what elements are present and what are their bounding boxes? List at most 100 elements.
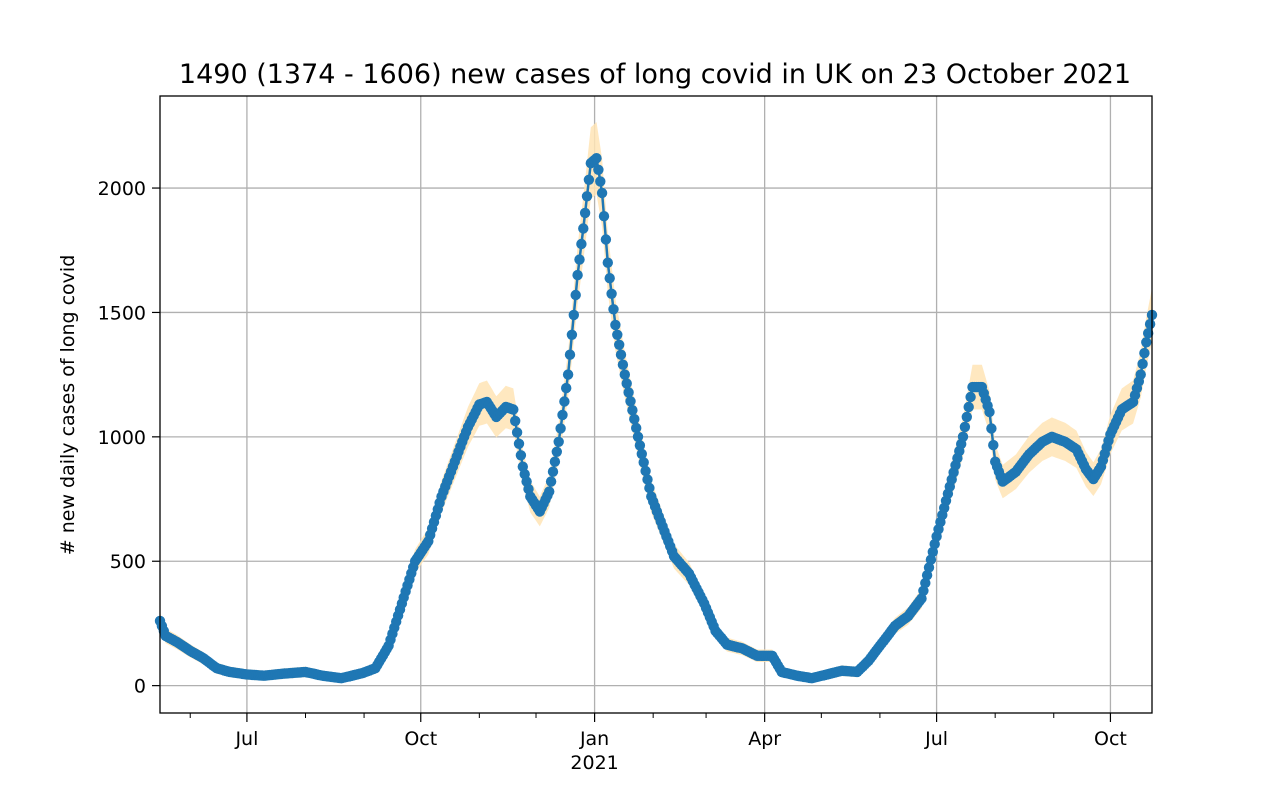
data-point: [510, 415, 521, 427]
data-point: [636, 448, 647, 460]
data-point: [925, 554, 937, 565]
data-point: [1141, 337, 1152, 348]
data-point: [621, 378, 632, 389]
data-point: [559, 396, 570, 407]
data-point: [549, 456, 561, 467]
data-point: [965, 391, 976, 403]
y-tick-label: 0: [134, 676, 146, 698]
data-point: [614, 339, 625, 350]
data-point: [963, 401, 974, 413]
data-point: [511, 427, 523, 438]
y-tick-label: 500: [110, 551, 146, 573]
data-point: [566, 329, 578, 340]
data-point: [513, 438, 525, 449]
y-axis-label: # new daily cases of long covid: [57, 255, 79, 555]
data-point: [602, 257, 613, 268]
data-point: [612, 329, 623, 340]
data-point: [579, 207, 591, 219]
data-point: [632, 431, 644, 442]
series-line: [158, 155, 1154, 680]
confidence-band-layer: [160, 122, 1152, 684]
data-point: [615, 349, 627, 360]
data-point: [988, 439, 999, 451]
data-point: [593, 164, 604, 175]
data-point: [508, 404, 519, 415]
data-point: [984, 406, 995, 418]
data-point: [634, 440, 646, 451]
data-point: [578, 223, 589, 234]
data-point: [547, 466, 559, 477]
data-point: [1143, 328, 1154, 339]
data-point: [600, 234, 612, 245]
confidence-band: [160, 122, 1152, 684]
data-point: [1137, 358, 1148, 370]
data-point: [961, 411, 972, 423]
data-point: [625, 396, 636, 407]
data-point: [631, 422, 642, 434]
x-tick-label: Jul: [234, 728, 258, 750]
y-tick-label: 2000: [98, 178, 146, 200]
data-point: [606, 288, 617, 299]
y-axis-ticks: 0 500 1000 1500 2000: [98, 178, 160, 698]
data-point: [986, 423, 997, 434]
x-tick-label: Jan: [579, 728, 609, 750]
data-point: [598, 211, 610, 222]
data-point: [544, 486, 555, 497]
data-point: [623, 387, 634, 398]
data-point: [515, 450, 527, 461]
data-point: [920, 577, 931, 589]
data-point: [918, 585, 929, 596]
data-point: [574, 254, 585, 265]
x-tick-label: Oct: [1094, 728, 1127, 750]
grid-layer: [160, 96, 1152, 713]
data-point: [596, 187, 608, 199]
data-point: [617, 359, 629, 370]
data-point: [562, 369, 574, 380]
data-point: [561, 382, 572, 394]
chart-title: 1490 (1374 - 1606) new cases of long cov…: [179, 59, 1131, 90]
data-point: [604, 273, 615, 284]
data-point: [619, 369, 630, 380]
data-point: [644, 482, 655, 494]
data-point: [627, 405, 638, 416]
data-point: [1144, 318, 1156, 330]
series-line-layer: [158, 155, 1154, 680]
x-tick-label: Jul: [924, 728, 948, 750]
data-point: [629, 413, 640, 425]
data-point: [610, 319, 621, 331]
x-tick-label: Oct: [404, 728, 437, 750]
data-point: [568, 309, 579, 321]
data-point: [564, 349, 576, 360]
data-point: [608, 304, 619, 315]
data-point: [640, 465, 651, 477]
data-point: [545, 476, 557, 487]
data-point: [595, 176, 606, 187]
data-point: [591, 153, 602, 164]
data-point: [638, 457, 649, 468]
data-point: [557, 409, 568, 421]
data-point: [927, 546, 938, 558]
data-point: [959, 421, 971, 433]
data-point: [957, 431, 969, 442]
data-point: [576, 238, 587, 250]
data-point: [572, 269, 583, 281]
data-point: [583, 174, 595, 185]
series-points-layer: [154, 153, 1158, 684]
data-point: [581, 191, 593, 202]
data-point: [1135, 369, 1146, 380]
data-point: [570, 289, 581, 301]
y-tick-label: 1500: [98, 302, 146, 324]
data-point: [916, 593, 927, 604]
data-point: [551, 446, 562, 457]
x-tick-label: Apr: [748, 728, 781, 750]
y-tick-label: 1000: [98, 427, 146, 449]
data-point: [553, 436, 564, 447]
data-point: [642, 474, 653, 485]
data-point: [1139, 347, 1150, 359]
x-tick-year-label: 2021: [570, 752, 618, 774]
plot-frame: [159, 95, 1153, 714]
data-point: [555, 423, 566, 434]
